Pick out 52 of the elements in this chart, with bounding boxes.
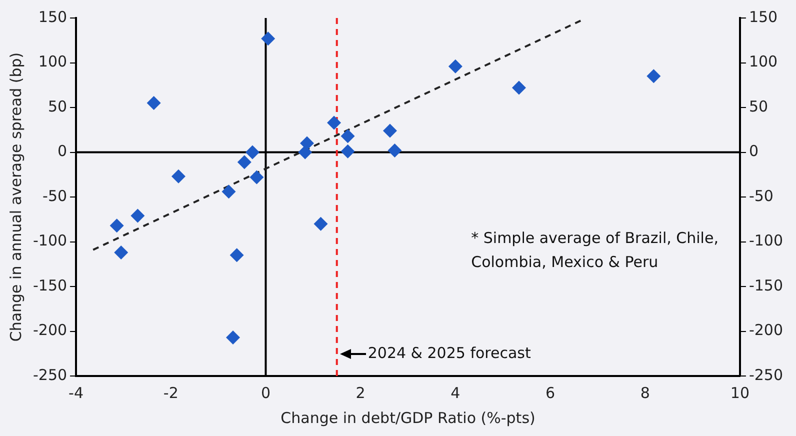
y2-tick-label: 50	[748, 97, 768, 116]
y2-tick-label: -250	[748, 366, 784, 384]
y2-tick-label: -200	[748, 321, 784, 340]
x-tick-label: 2	[356, 384, 366, 402]
point	[388, 143, 402, 158]
point	[300, 136, 314, 150]
point	[340, 129, 355, 144]
x-tick-label: -4	[68, 384, 84, 402]
point	[114, 245, 128, 260]
point	[448, 59, 462, 74]
point	[250, 170, 264, 184]
y2-tick-label: -50	[748, 186, 774, 205]
x-tick-label: 8	[640, 384, 650, 402]
y2-tick-label: 150	[748, 8, 778, 26]
y-axis-title: Change in annual average spread (bp)	[6, 52, 25, 342]
y-tick-label: 0	[57, 142, 68, 160]
point	[261, 32, 276, 46]
point	[646, 69, 661, 84]
y-tick-label: -50	[42, 186, 68, 205]
point	[146, 96, 161, 110]
y-tick-label: -200	[32, 321, 68, 340]
point	[130, 208, 145, 223]
point	[110, 218, 124, 233]
point	[314, 216, 328, 231]
y2-tick-label: 0	[748, 142, 759, 160]
x-tick-label: 10	[730, 384, 750, 402]
y-tick-label: -100	[32, 232, 68, 250]
y-tick-label: 150	[38, 8, 68, 26]
y-tick-label: 100	[38, 52, 68, 71]
point	[340, 144, 355, 158]
y2-tick-label: -100	[748, 232, 784, 250]
annotation: * Simple average of Brazil, Chile, Colombia, Mexico & Peru	[471, 228, 720, 273]
x-tick-label: 6	[545, 384, 556, 402]
point	[222, 184, 236, 199]
point	[245, 145, 260, 160]
point	[382, 124, 397, 138]
y2-tick-label: 100	[748, 52, 778, 71]
y-tick-label: -150	[32, 276, 68, 294]
point	[171, 169, 186, 184]
point	[226, 330, 240, 345]
x-axis-title: Change in debt/GDP Ratio (%-pts)	[280, 408, 536, 427]
x-tick-label: 4	[450, 384, 460, 402]
point	[237, 155, 252, 170]
point	[512, 80, 526, 95]
point	[327, 116, 342, 130]
y-tick-label: -250	[32, 366, 68, 384]
ref-line-label: 2024 & 2025 forecast	[368, 344, 531, 362]
point	[230, 248, 244, 262]
y-tick-label: 50	[48, 97, 68, 116]
x-tick-label: -2	[163, 384, 178, 402]
x-tick-label: 0	[260, 384, 271, 402]
y2-tick-label: -150	[748, 276, 784, 294]
